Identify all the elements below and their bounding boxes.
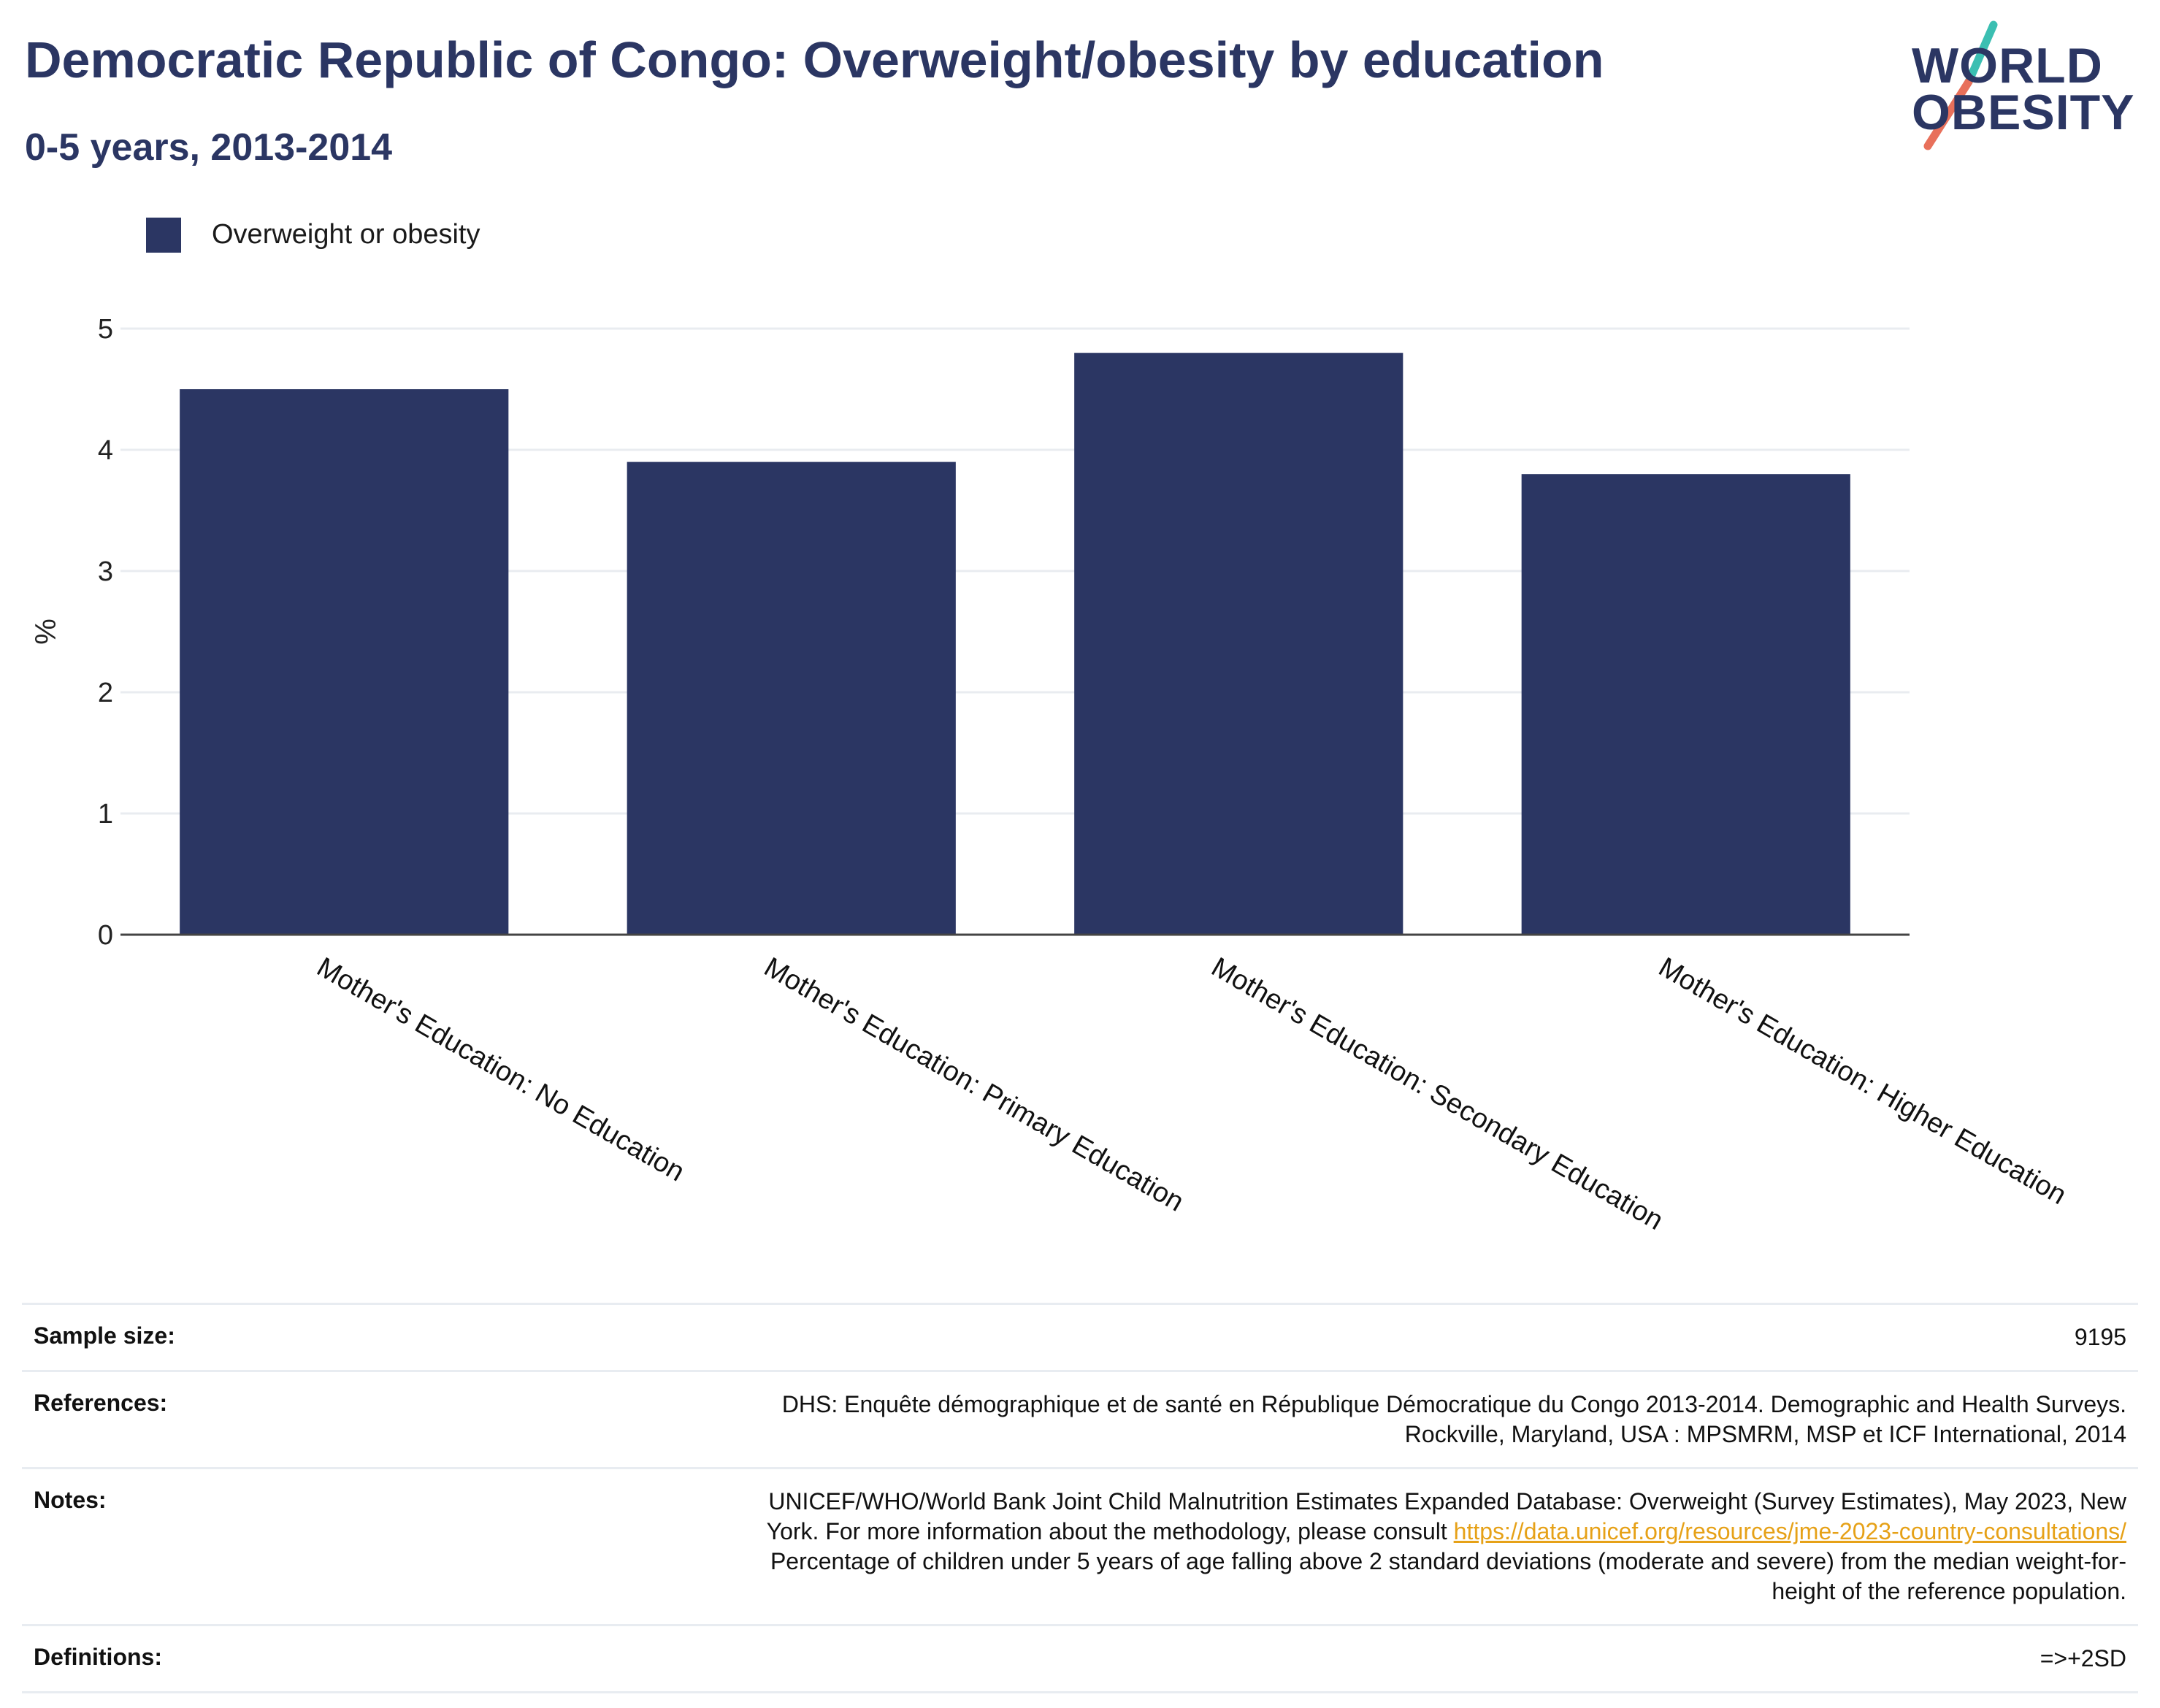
notes-line4: height of the reference population. — [1772, 1578, 2126, 1604]
definitions-row: Definitions: =>+2SD — [22, 1625, 2138, 1693]
x-tick-label: Mother's Education: No Education — [312, 951, 690, 1187]
notes-line1: UNICEF/WHO/World Bank Joint Child Malnut… — [768, 1488, 2126, 1514]
notes-value: UNICEF/WHO/World Bank Joint Child Malnut… — [294, 1468, 2138, 1625]
x-tick-label: Mother's Education: Secondary Education — [1206, 951, 1669, 1236]
logo-line2: OBESITY — [1912, 85, 2135, 140]
references-line2: Rockville, Maryland, USA : MPSMRM, MSP e… — [1404, 1421, 2126, 1447]
methodology-link[interactable]: https://data.unicef.org/resources/jme-20… — [1453, 1518, 2126, 1544]
page-title: Democratic Republic of Congo: Overweight… — [25, 31, 1604, 88]
references-row: References: DHS: Enquête démographique e… — [22, 1371, 2138, 1468]
y-axis-label: % — [30, 619, 62, 645]
notes-label: Notes: — [34, 1487, 107, 1513]
definitions-value: =>+2SD — [2040, 1645, 2126, 1671]
y-tick-label: 4 — [98, 435, 113, 466]
bar — [1521, 474, 1850, 935]
logo-line1: WORLD — [1912, 38, 2103, 93]
logo-slash-icon — [1923, 20, 1998, 150]
references-line1: DHS: Enquête démographique et de santé e… — [781, 1391, 2126, 1417]
y-tick-label: 1 — [98, 799, 113, 830]
sample-size-label: Sample size: — [34, 1322, 175, 1349]
world-obesity-logo: WORLD OBESITY — [1899, 20, 2147, 152]
sample-size-row: Sample size: 9195 — [22, 1303, 2138, 1371]
bar — [1074, 353, 1403, 935]
y-tick-label: 0 — [98, 920, 113, 951]
notes-row: Notes: UNICEF/WHO/World Bank Joint Child… — [22, 1468, 2138, 1625]
bar — [627, 462, 956, 935]
notes-line3: Percentage of children under 5 years of … — [770, 1548, 2126, 1574]
sample-size-value: 9195 — [2074, 1324, 2126, 1350]
references-label: References: — [34, 1390, 168, 1416]
notes-line2-prefix: York. For more information about the met… — [766, 1518, 1447, 1544]
x-tick-label: Mother's Education: Primary Education — [759, 951, 1189, 1217]
y-tick-label: 2 — [98, 678, 113, 708]
y-tick-label: 5 — [98, 314, 113, 345]
legend-label: Overweight or obesity — [212, 219, 480, 250]
y-tick-label: 3 — [98, 556, 113, 587]
references-value: DHS: Enquête démographique et de santé e… — [294, 1371, 2138, 1468]
bar-chart: 0 1 2 3 4 5% Mother's Education: No Education M… — [30, 314, 2072, 1236]
legend-swatch — [146, 218, 181, 253]
bar — [180, 389, 509, 935]
x-tick-label: Mother's Education: Higher Education — [1653, 951, 2071, 1211]
page-subtitle: 0-5 years, 2013-2014 — [25, 126, 393, 169]
definitions-label: Definitions: — [34, 1644, 162, 1670]
info-table: Sample size: 9195 References: DHS: Enquê… — [22, 1303, 2138, 1693]
